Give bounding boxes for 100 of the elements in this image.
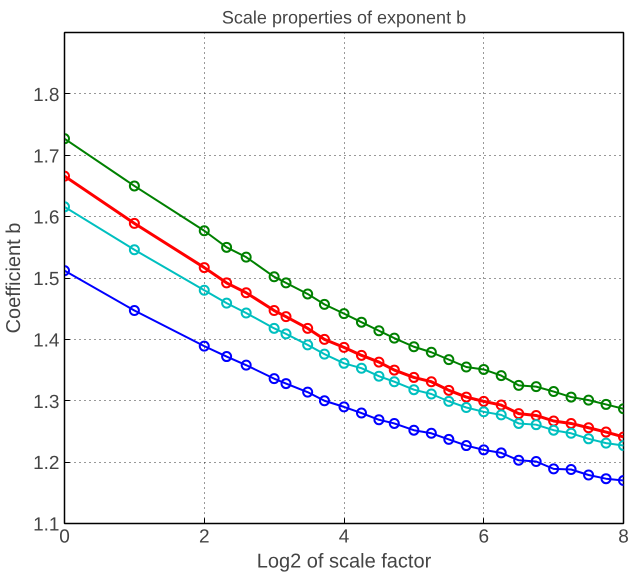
point [460,362,472,372]
y-tick-label: 1.8 [33,84,60,106]
point [408,424,420,436]
point [302,386,314,398]
point [221,298,232,309]
point [600,426,612,438]
point [496,370,507,382]
x-tick-label: 4 [338,526,350,548]
chart-title: Scale properties of exponent b [222,8,466,28]
point [356,408,367,419]
point [268,271,280,282]
point [338,342,350,353]
point [548,463,560,474]
point [198,284,210,296]
point [566,428,577,439]
point [478,396,490,407]
y-tick-label: 1.7 [33,146,60,168]
point [513,408,524,420]
point [583,394,594,406]
point [426,428,437,439]
point [338,401,350,412]
point [356,316,367,328]
x-tick-label: 2 [198,526,210,548]
point [548,424,560,436]
point [318,298,330,310]
x-tick-label: 6 [478,526,490,548]
point [388,418,400,429]
x-tick-label: 8 [618,526,629,548]
point [496,409,507,420]
point [460,440,472,452]
point [460,402,472,413]
y-tick-label: 1.5 [33,269,60,290]
point [280,277,292,288]
point [373,325,384,336]
point [530,410,542,421]
point [268,305,280,316]
point [583,470,594,481]
point [373,356,384,368]
point [318,395,330,406]
point [566,464,577,475]
point [583,433,594,444]
point [280,378,292,390]
point [318,348,330,360]
point [388,364,400,376]
point [566,418,577,429]
point [221,351,232,362]
x-tick-label: 0 [59,526,70,548]
point [318,334,330,345]
point [443,396,454,407]
point [373,370,384,382]
point [496,447,507,458]
point [460,392,472,403]
point [268,322,280,334]
point [408,384,420,396]
point [128,305,140,316]
y-tick-label: 1.4 [33,330,60,352]
point [388,332,400,344]
point [426,346,437,358]
point [408,372,420,383]
point [600,398,612,410]
point [221,242,232,253]
y-tick-label: 1.6 [33,208,60,229]
point [128,218,140,229]
point [268,373,280,384]
point [548,386,560,398]
point [280,311,292,322]
point [356,362,367,374]
y-tick-label: 1.3 [33,392,60,413]
point [583,422,594,434]
point [198,340,210,352]
point [373,414,384,426]
point [443,434,454,445]
point [388,376,400,388]
point [548,416,560,426]
y-tick-label: 1.1 [33,514,60,536]
point [356,350,367,361]
point [443,384,454,396]
point [513,454,524,466]
point [338,308,350,320]
y-tick-label: 1.2 [33,453,60,474]
point [128,180,140,192]
point [302,288,314,300]
point [478,406,490,418]
point [513,380,524,391]
point [443,354,454,366]
point [198,225,210,236]
point [496,400,507,411]
point [338,358,350,369]
point [600,473,612,484]
point [478,364,490,375]
point [600,438,612,449]
point [530,419,542,430]
point [280,328,292,340]
point [240,287,252,298]
point [566,392,577,403]
point [530,456,542,467]
point [302,322,314,334]
point [240,307,252,318]
point [408,341,420,352]
point [221,277,232,288]
